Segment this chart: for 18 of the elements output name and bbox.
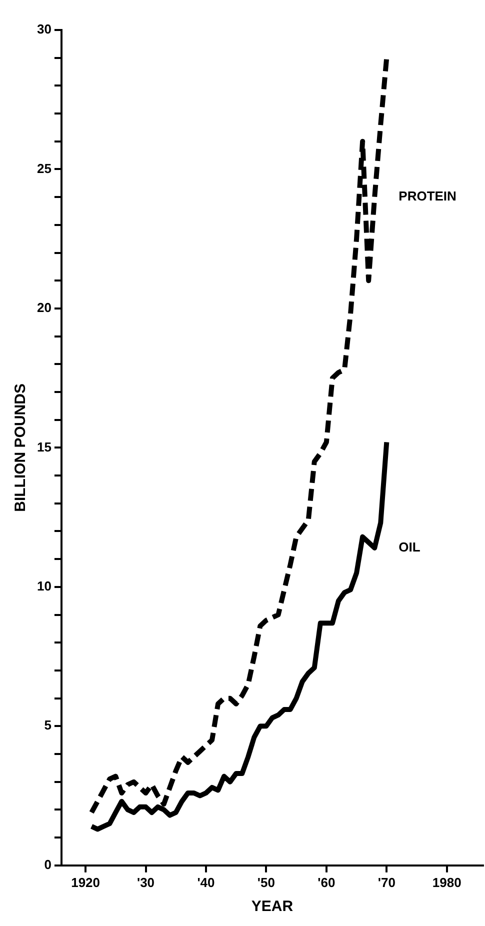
y-tick-label: 15	[36, 439, 52, 454]
x-tick-label: '70	[378, 874, 396, 890]
y-tick-label: 20	[36, 300, 52, 316]
y-tick-label: 0	[44, 856, 52, 872]
y-axis-title: BILLION POUNDS	[12, 384, 30, 512]
y-tick-label: 25	[36, 160, 52, 176]
series-label: PROTEIN	[398, 188, 456, 204]
y-tick-label: 5	[44, 718, 52, 733]
x-tick-label: '30	[136, 874, 155, 890]
x-tick-label: '40	[197, 874, 215, 890]
x-tick-label: 1920	[71, 874, 100, 890]
x-tick-label: '60	[318, 874, 336, 890]
y-tick-label: 30	[36, 22, 52, 37]
x-tick-label: '50	[257, 874, 275, 890]
y-tick-label: 10	[36, 578, 52, 594]
series-label: OIL	[398, 540, 420, 555]
x-axis-title: YEAR	[251, 898, 294, 916]
x-tick-label: 1980	[432, 874, 462, 890]
